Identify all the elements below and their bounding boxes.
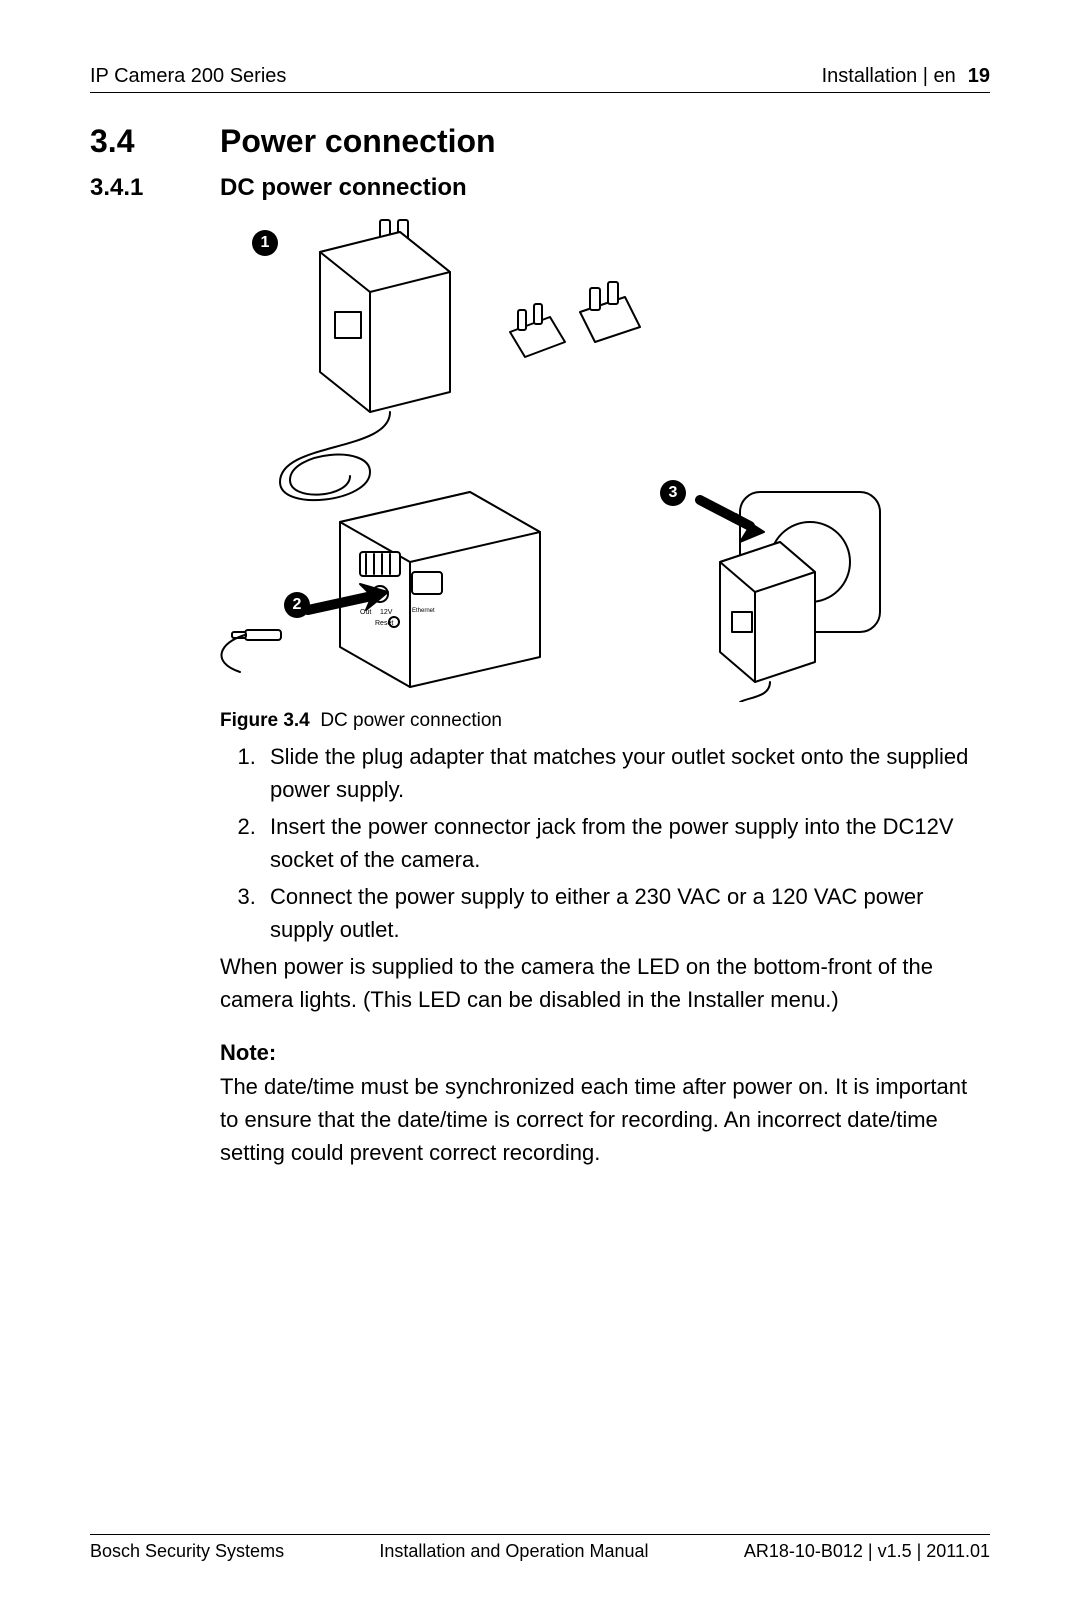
subsection-number: 3.4.1 bbox=[90, 174, 220, 202]
section-heading: 3.4 Power connection bbox=[90, 123, 990, 160]
paragraph-led: When power is supplied to the camera the… bbox=[220, 950, 990, 1016]
subsection-title: DC power connection bbox=[220, 174, 467, 202]
step-2: Insert the power connector jack from the… bbox=[262, 810, 990, 876]
svg-text:Ethernet: Ethernet bbox=[412, 608, 435, 614]
figure-caption: Figure 3.4 DC power connection bbox=[220, 710, 990, 732]
content-body: Out Reset 12V Ethernet bbox=[220, 212, 990, 1169]
page: IP Camera 200 Series Installation | en 1… bbox=[0, 0, 1080, 1618]
header-right: Installation | en 19 bbox=[822, 65, 990, 88]
section-title: Power connection bbox=[220, 123, 496, 160]
footer-manual: Installation and Operation Manual bbox=[379, 1541, 648, 1562]
subsection-heading: 3.4.1 DC power connection bbox=[90, 174, 990, 202]
footer-company: Bosch Security Systems bbox=[90, 1541, 284, 1562]
callout-2: 2 bbox=[284, 592, 310, 618]
svg-text:12V: 12V bbox=[380, 609, 393, 616]
footer-docref: AR18-10-B012 | v1.5 | 2011.01 bbox=[744, 1541, 990, 1562]
figure-label: Figure 3.4 bbox=[220, 710, 310, 731]
header-section: Installation | en bbox=[822, 65, 956, 88]
section-number: 3.4 bbox=[90, 123, 220, 160]
page-footer: Bosch Security Systems Installation and … bbox=[90, 1534, 990, 1562]
page-header: IP Camera 200 Series Installation | en 1… bbox=[90, 65, 990, 93]
figure-diagram: Out Reset 12V Ethernet bbox=[220, 212, 920, 702]
instruction-steps: Slide the plug adapter that matches your… bbox=[220, 740, 990, 946]
note-label: Note: bbox=[220, 1040, 990, 1066]
figure-caption-text: DC power connection bbox=[320, 710, 502, 731]
step-3: Connect the power supply to either a 230… bbox=[262, 880, 990, 946]
power-connection-illustration: Out Reset 12V Ethernet bbox=[220, 212, 920, 702]
step-1: Slide the plug adapter that matches your… bbox=[262, 740, 990, 806]
callout-1: 1 bbox=[252, 230, 278, 256]
svg-text:Reset: Reset bbox=[375, 620, 393, 627]
page-number: 19 bbox=[968, 65, 990, 88]
callout-3: 3 bbox=[660, 480, 686, 506]
note-text: The date/time must be synchronized each … bbox=[220, 1070, 990, 1169]
header-product: IP Camera 200 Series bbox=[90, 65, 286, 88]
